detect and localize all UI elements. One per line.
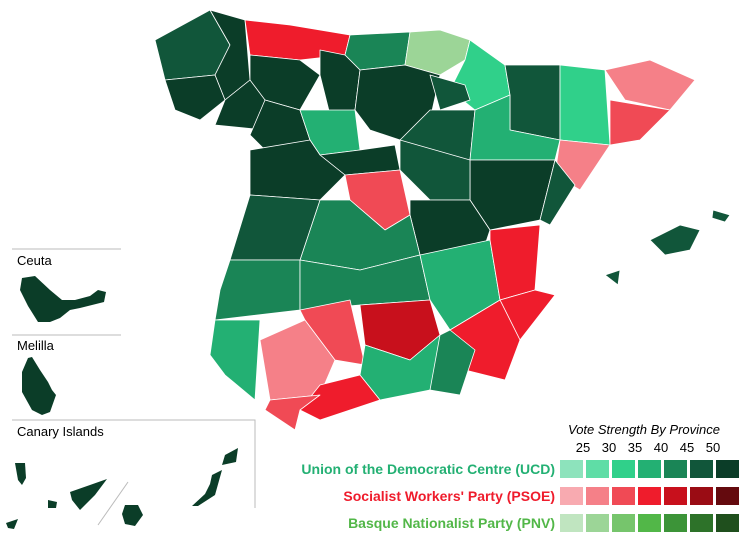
legend-swatch [716, 514, 739, 532]
province[interactable] [299, 299, 366, 366]
legend-swatch [716, 487, 739, 505]
legend-party-label: Basque Nationalist Party (PNV) [348, 515, 555, 531]
province[interactable] [604, 269, 621, 286]
inset-label-melilla: Melilla [17, 338, 54, 353]
province[interactable] [264, 394, 321, 431]
legend-swatch [664, 514, 687, 532]
legend-swatch [560, 460, 583, 478]
legend-tick: 35 [627, 440, 643, 455]
legend-swatch [586, 487, 609, 505]
legend-swatch [560, 514, 583, 532]
legend-row: Basque Nationalist Party (PNV) [250, 514, 742, 532]
province[interactable] [559, 64, 611, 146]
province[interactable] [259, 319, 336, 401]
province[interactable] [711, 209, 731, 223]
inset-label-ceuta: Ceuta [17, 253, 52, 268]
legend-ticks: 25 30 35 40 45 50 [570, 440, 726, 455]
legend-tick: 25 [575, 440, 591, 455]
legend-swatch [586, 514, 609, 532]
legend-swatch [612, 514, 635, 532]
legend-swatch [612, 487, 635, 505]
legend-swatch [638, 514, 661, 532]
legend-row: Union of the Democratic Centre (UCD) [250, 460, 742, 478]
province[interactable] [429, 74, 471, 111]
legend-swatch [612, 460, 635, 478]
province[interactable] [164, 74, 226, 121]
legend-swatch [716, 460, 739, 478]
legend-row: Socialist Workers' Party (PSOE) [250, 487, 742, 505]
legend-swatch [690, 514, 713, 532]
province[interactable] [609, 99, 671, 146]
legend-swatch [560, 487, 583, 505]
ceuta-territory[interactable] [20, 276, 106, 322]
canary-islands[interactable] [6, 448, 238, 529]
province[interactable] [209, 319, 261, 401]
legend-title: Vote Strength By Province [568, 422, 720, 437]
legend-swatch [664, 487, 687, 505]
legend-tick: 30 [601, 440, 617, 455]
legend-tick: 40 [653, 440, 669, 455]
province[interactable] [539, 159, 576, 226]
legend-party-label: Union of the Democratic Centre (UCD) [301, 461, 555, 477]
province[interactable] [504, 64, 561, 141]
legend-tick: 50 [705, 440, 721, 455]
legend-party-label: Socialist Workers' Party (PSOE) [343, 488, 555, 504]
legend-swatch [690, 460, 713, 478]
province[interactable] [649, 224, 701, 256]
inset-divider [97, 481, 129, 526]
legend-swatch [586, 460, 609, 478]
province[interactable] [214, 259, 301, 321]
inset-divider [12, 419, 256, 508]
inset-label-canary-islands: Canary Islands [17, 424, 104, 439]
legend-swatch [638, 460, 661, 478]
province[interactable] [604, 59, 696, 111]
province[interactable] [429, 329, 476, 396]
legend-swatch [664, 460, 687, 478]
legend-swatch [690, 487, 713, 505]
melilla-territory[interactable] [22, 357, 56, 415]
legend-swatch [638, 487, 661, 505]
legend-tick: 45 [679, 440, 695, 455]
